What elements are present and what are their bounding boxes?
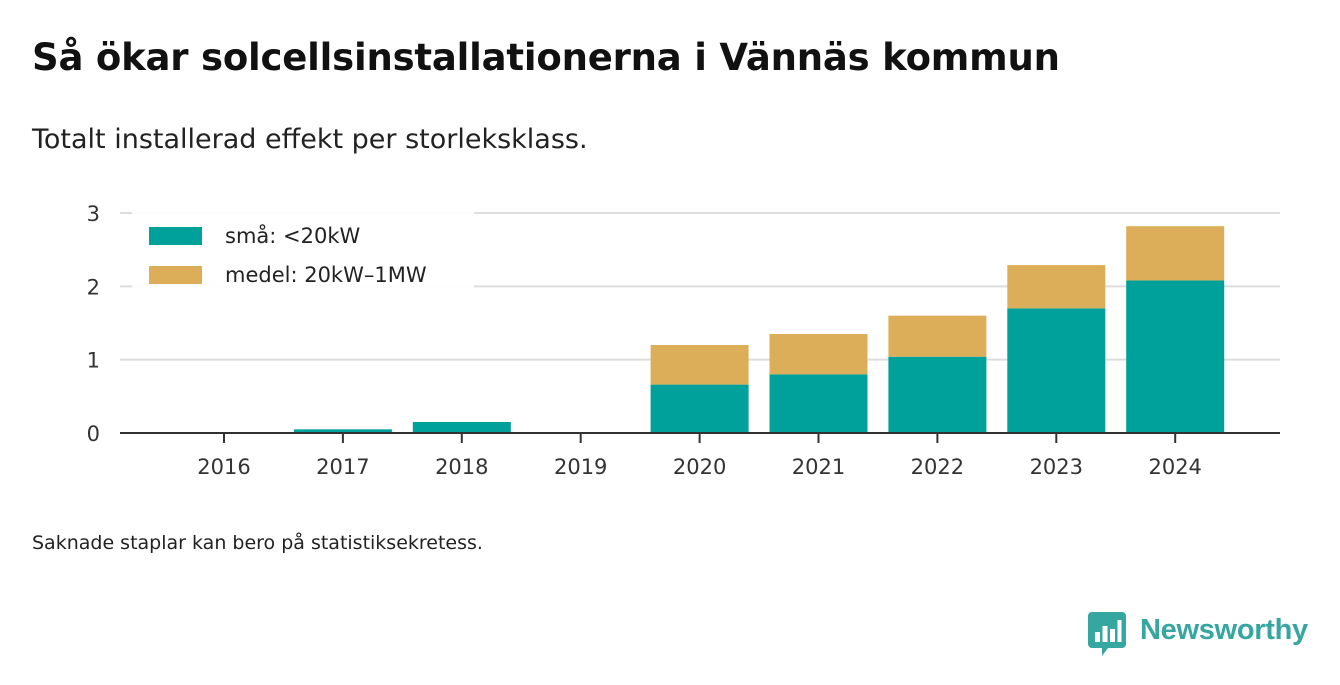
- bar-segment-sma-2020: [650, 384, 749, 433]
- x-tick-label: 2020: [673, 455, 726, 479]
- newsworthy-logo-icon: [1088, 612, 1126, 656]
- bar-segment-sma-2017: [293, 429, 392, 433]
- x-tick-label: 2016: [197, 455, 250, 479]
- x-tick-label: 2021: [792, 455, 845, 479]
- bars: [293, 226, 1225, 433]
- y-tick-label: 2: [87, 275, 100, 299]
- bar-segment-sma-2018: [412, 422, 511, 433]
- brand-logo: Newsworthy: [1088, 610, 1318, 658]
- bar-segment-sma-2021: [769, 374, 868, 433]
- y-tick-label: 0: [87, 422, 100, 446]
- bar-segment-medel-2022: [888, 315, 987, 357]
- x-tick-label: 2024: [1148, 455, 1201, 479]
- bar-segment-sma-2023: [1007, 308, 1106, 433]
- y-tick-label: 1: [87, 349, 100, 373]
- footnote: Saknade staplar kan bero på statistiksek…: [32, 532, 483, 554]
- x-tick-label: 2019: [554, 455, 607, 479]
- stacked-bar-chart: 0 1 2 3 2016 2017 2018 2019 2020 2021 2022 2023 202…: [87, 202, 1280, 479]
- y-axis-ticks: 0 1 2 3: [87, 202, 100, 446]
- y-tick-label: 3: [87, 202, 100, 226]
- bar-segment-medel-2020: [650, 345, 749, 385]
- legend: små: <20kW medel: 20kW–1MW: [132, 211, 474, 291]
- bar-segment-medel-2024: [1126, 226, 1225, 281]
- legend-swatch: [149, 266, 202, 284]
- x-tick-label: 2022: [911, 455, 964, 479]
- x-tick-label: 2018: [435, 455, 488, 479]
- legend-label: små: <20kW: [225, 223, 360, 248]
- bar-segment-medel-2023: [1007, 265, 1106, 309]
- bar-segment-medel-2021: [769, 334, 868, 375]
- brand-name: Newsworthy: [1140, 614, 1308, 646]
- x-axis-ticks: 2016 2017 2018 2019 2020 2021 2022 2023 2024: [197, 433, 1202, 479]
- bar-segment-sma-2024: [1126, 280, 1225, 433]
- chart-title: Så ökar solcellsinstallationerna i Vännä…: [32, 36, 1060, 79]
- bar-segment-sma-2022: [888, 356, 987, 433]
- x-tick-label: 2023: [1030, 455, 1083, 479]
- chart-subtitle: Totalt installerad effekt per storlekskl…: [32, 124, 588, 155]
- x-tick-label: 2017: [316, 455, 369, 479]
- legend-swatch: [149, 227, 202, 245]
- legend-label: medel: 20kW–1MW: [225, 263, 427, 287]
